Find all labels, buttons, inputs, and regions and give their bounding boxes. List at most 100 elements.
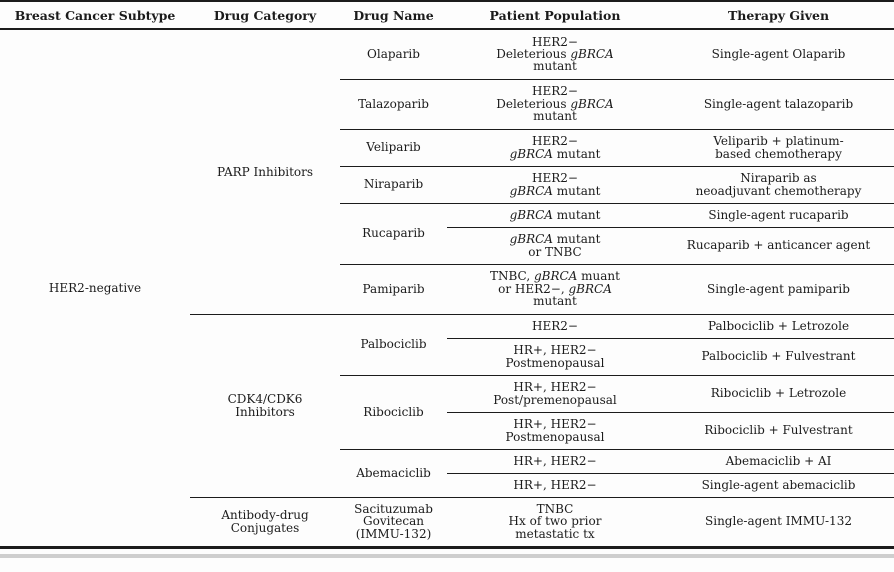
population-text: HER2− — [532, 134, 578, 149]
header-therapy-given: Therapy Given — [663, 1, 894, 30]
drug-name-line: Pamiparib — [362, 281, 425, 296]
population-text: Postmenopausal — [505, 429, 605, 444]
drug-name-line: Palbociclib — [360, 337, 427, 352]
therapy-line: Ribociclib + Fulvestrant — [704, 423, 853, 438]
population-line: HR+, HER2− — [449, 455, 661, 467]
therapy-line: Niraparib as — [740, 171, 817, 186]
header-breast-cancer-subtype: Breast Cancer Subtype — [0, 1, 190, 30]
drug-name-cell: Sacituzumab Govitecan (IMMU-132) — [340, 496, 447, 547]
population-line: HER2− — [449, 135, 661, 147]
table-row: Antibody-drug Conjugates Sacituzumab Govite… — [0, 496, 894, 547]
population-text: mutant — [552, 146, 601, 161]
population-text: HR+, HER2− — [513, 380, 597, 395]
drug-name-cell: Palbociclib — [340, 313, 447, 375]
table-row: Abemaciclib HR+, HER2− Abemaciclib + AI — [0, 448, 894, 497]
population-text: muant — [577, 269, 620, 284]
subtype-label: HER2-negative — [48, 280, 142, 295]
therapy-line: Single-agent IMMU-132 — [705, 514, 852, 529]
table-header: Breast Cancer Subtype Drug Category Drug… — [0, 1, 894, 30]
therapy-cell: Veliparib + platinum-based chemotherapy — [663, 128, 894, 166]
drug-name-line: Ribociclib — [363, 404, 424, 419]
drug-name-line: Rucaparib — [362, 226, 425, 241]
drug-name-cell: Veliparib — [340, 128, 447, 166]
drug-name-cell: Rucaparib — [340, 202, 447, 264]
population-line: Postmenopausal — [449, 356, 661, 369]
population-text: Deleterious — [496, 47, 571, 62]
gene-name: gBRCA — [533, 269, 578, 284]
population-text: HER2− — [532, 34, 578, 49]
population-text: or TNBC — [528, 244, 582, 259]
population-line: or TNBC — [449, 244, 661, 259]
population-cell: gBRCA mutant or TNBC — [447, 226, 663, 264]
population-text: mutant — [533, 294, 577, 309]
table-row: Pamiparib TNBC, gBRCA muant or HER2−, gBRC… — [0, 263, 894, 314]
table-body: HER2-negative PARP Inhibitors Olaparib HER2… — [0, 29, 894, 547]
therapy-cell: Palbociclib + Letrozole — [663, 313, 894, 338]
table-row: Rucaparib gBRCA mutant Single-agent rucapa… — [0, 202, 894, 264]
population-text: Post/premenopausal — [493, 392, 617, 407]
table-row: HER2-negative PARP Inhibitors Olaparib HER2… — [0, 29, 894, 294]
table-row: HR+, HER2− Single-agent abemaciclib — [0, 472, 894, 497]
population-text: mutant — [533, 109, 577, 124]
therapy-line: Single-agent rucaparib — [708, 207, 849, 222]
population-text: Deleterious — [496, 96, 571, 111]
table-row: gBRCA mutant or TNBC Rucaparib + anticance… — [0, 226, 894, 264]
therapy-line: Single-agent talazoparib — [703, 96, 854, 111]
therapy-cell: Single-agent talazoparib — [663, 78, 894, 129]
population-line: gBRCA mutant — [449, 233, 661, 245]
drug-name-line: Govitecan — [363, 514, 424, 529]
category-cell: PARP Inhibitors — [190, 29, 340, 314]
population-line: HER2− — [449, 320, 661, 332]
gene-name: gBRCA — [509, 183, 553, 198]
population-line: or HER2−, gBRCA — [449, 283, 661, 295]
header-drug-category: Drug Category — [190, 1, 340, 30]
category-cell: CDK4/CDK6 Inhibitors — [190, 313, 340, 497]
header-row: Breast Cancer Subtype Drug Category Drug… — [0, 1, 894, 30]
population-text: HR+, HER2− — [513, 477, 597, 492]
population-text: HR+, HER2− — [513, 453, 597, 468]
population-line: metastatic tx — [449, 528, 661, 540]
population-line: Hx of two prior — [449, 515, 661, 527]
drug-name-line: Niraparib — [363, 177, 424, 192]
category-line: CDK4/CDK6 — [227, 392, 303, 407]
therapy-cell: Single-agent pamiparib — [663, 263, 894, 314]
population-text: mutant — [552, 232, 601, 247]
drug-name-line: (IMMU-132) — [355, 526, 432, 541]
drug-name-cell: Pamiparib — [340, 263, 447, 314]
population-text: mutant — [552, 183, 601, 198]
population-line: HR+, HER2− — [449, 381, 661, 393]
drug-name-cell: Niraparib — [340, 165, 447, 203]
therapy-cell: Single-agent rucaparib — [663, 202, 894, 227]
header-patient-population: Patient Population — [447, 1, 663, 30]
population-cell: TNBC Hx of two prior metastatic tx — [447, 496, 663, 547]
population-text: HER2− — [532, 171, 578, 186]
therapy-cell: Single-agent Olaparib — [663, 29, 894, 79]
drug-name-cell: Ribociclib — [340, 374, 447, 449]
therapy-line: Palbociclib + Fulvestrant — [701, 349, 856, 364]
population-text: mutant — [552, 207, 601, 222]
population-cell: HR+, HER2− Postmenopausal — [447, 411, 663, 449]
gene-name: gBRCA — [509, 207, 553, 222]
table-row: Niraparib HER2− gBRCA mutant Niraparib as ne… — [0, 165, 894, 203]
gene-name: gBRCA — [509, 232, 553, 247]
therapy-cell: Single-agent abemaciclib — [663, 472, 894, 497]
category-cell: Antibody-drug Conjugates — [190, 496, 340, 547]
therapy-line: neoadjuvant chemotherapy — [695, 183, 862, 198]
population-line: Deleterious gBRCA — [449, 48, 661, 60]
population-cell: HER2− gBRCA mutant — [447, 128, 663, 166]
therapy-line: Veliparib + platinum- — [713, 134, 844, 149]
category-line: Antibody-drug — [221, 508, 309, 523]
subtype-cell: HER2-negative — [0, 29, 190, 547]
drug-name-line: Olaparib — [367, 47, 420, 62]
therapy-line: Single-agent pamiparib — [707, 281, 850, 296]
gene-name: gBRCA — [568, 281, 612, 296]
population-cell: gBRCA mutant — [447, 202, 663, 227]
population-text: HER2− — [532, 84, 578, 99]
table-row: HR+, HER2− Postmenopausal Palbociclib + Fu… — [0, 337, 894, 375]
gene-name: gBRCA — [570, 96, 614, 111]
population-line: HER2− — [449, 34, 661, 49]
drug-name-line: Abemaciclib — [356, 465, 431, 480]
therapy-cell: Palbociclib + Fulvestrant — [663, 337, 894, 375]
population-cell: HER2− — [447, 313, 663, 338]
population-text: mutant — [533, 59, 577, 74]
